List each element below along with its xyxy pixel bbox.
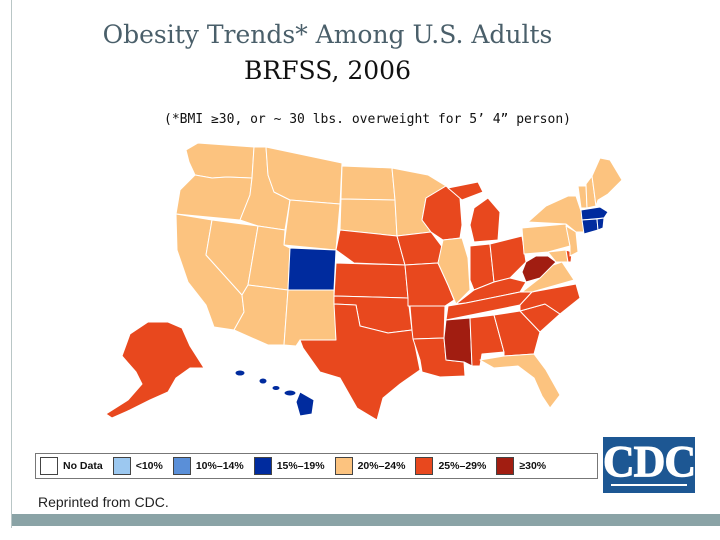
- legend-label: <10%: [135, 460, 163, 472]
- legend-label: No Data: [63, 460, 103, 472]
- bmi-footnote: (*BMI ≥30, or ~ 30 lbs. overweight for 5…: [164, 112, 571, 127]
- state-maine: [591, 157, 623, 207]
- state-connecticut: [581, 218, 599, 235]
- legend-label: 20%–24%: [357, 460, 406, 472]
- legend-swatch: [496, 457, 515, 475]
- legend-swatch: [112, 457, 131, 475]
- state-iowa: [396, 231, 444, 266]
- state-washington: [185, 142, 255, 179]
- page-title: Obesity Trends* Among U.S. Adults: [102, 20, 553, 49]
- legend-item: 10%–14%: [172, 457, 244, 475]
- legend-swatch: [415, 457, 434, 475]
- legend-item: 15%–19%: [253, 457, 325, 475]
- legend-label: ≥30%: [519, 460, 547, 472]
- legend-label: 10%–14%: [195, 460, 244, 472]
- legend-swatch: [40, 457, 58, 475]
- state-florida: [479, 353, 561, 409]
- cdc-logo-text: CDC: [602, 437, 696, 486]
- state-hawaii: [234, 369, 315, 417]
- state-ohio: [489, 235, 527, 283]
- map-legend: No Data <10% 10%–14% 15%–19% 20%–24% 25%…: [35, 453, 598, 479]
- state-arkansas: [409, 305, 446, 340]
- slide-frame-bottom: [12, 514, 720, 526]
- state-arizona: [233, 284, 289, 346]
- page-subtitle: BRFSS, 2006: [244, 56, 411, 85]
- state-illinois: [437, 237, 471, 305]
- cdc-logo-rule: [611, 484, 687, 486]
- legend-item: 25%–29%: [415, 457, 486, 475]
- legend-label: 25%–29%: [438, 460, 487, 472]
- source-credit: Reprinted from CDC.: [38, 494, 169, 510]
- legend-item: ≥30%: [496, 457, 546, 475]
- state-wyoming: [283, 199, 341, 251]
- legend-label: 15%–19%: [276, 460, 325, 472]
- state-colorado: [287, 247, 337, 291]
- state-north-dakota: [340, 165, 396, 201]
- state-rhode-island: [596, 217, 605, 231]
- state-pennsylvania: [521, 223, 571, 255]
- state-west-virginia: [521, 255, 557, 283]
- cdc-logo: CDC: [602, 437, 697, 493]
- state-oregon: [175, 174, 253, 221]
- state-nebraska: [335, 229, 406, 266]
- state-new-mexico: [283, 289, 337, 347]
- state-texas: [299, 303, 421, 421]
- state-alaska: [105, 321, 205, 419]
- state-kansas: [333, 262, 409, 299]
- legend-item: No Data: [40, 457, 103, 475]
- state-massachusetts: [580, 206, 609, 221]
- legend-item: <10%: [112, 457, 163, 475]
- legend-swatch: [253, 457, 272, 475]
- legend-swatch: [172, 457, 191, 475]
- legend-swatch: [334, 457, 353, 475]
- slide-frame-left: [11, 0, 12, 528]
- state-mississippi: [443, 317, 473, 367]
- legend-item: 20%–24%: [334, 457, 406, 475]
- state-michigan: [447, 181, 501, 243]
